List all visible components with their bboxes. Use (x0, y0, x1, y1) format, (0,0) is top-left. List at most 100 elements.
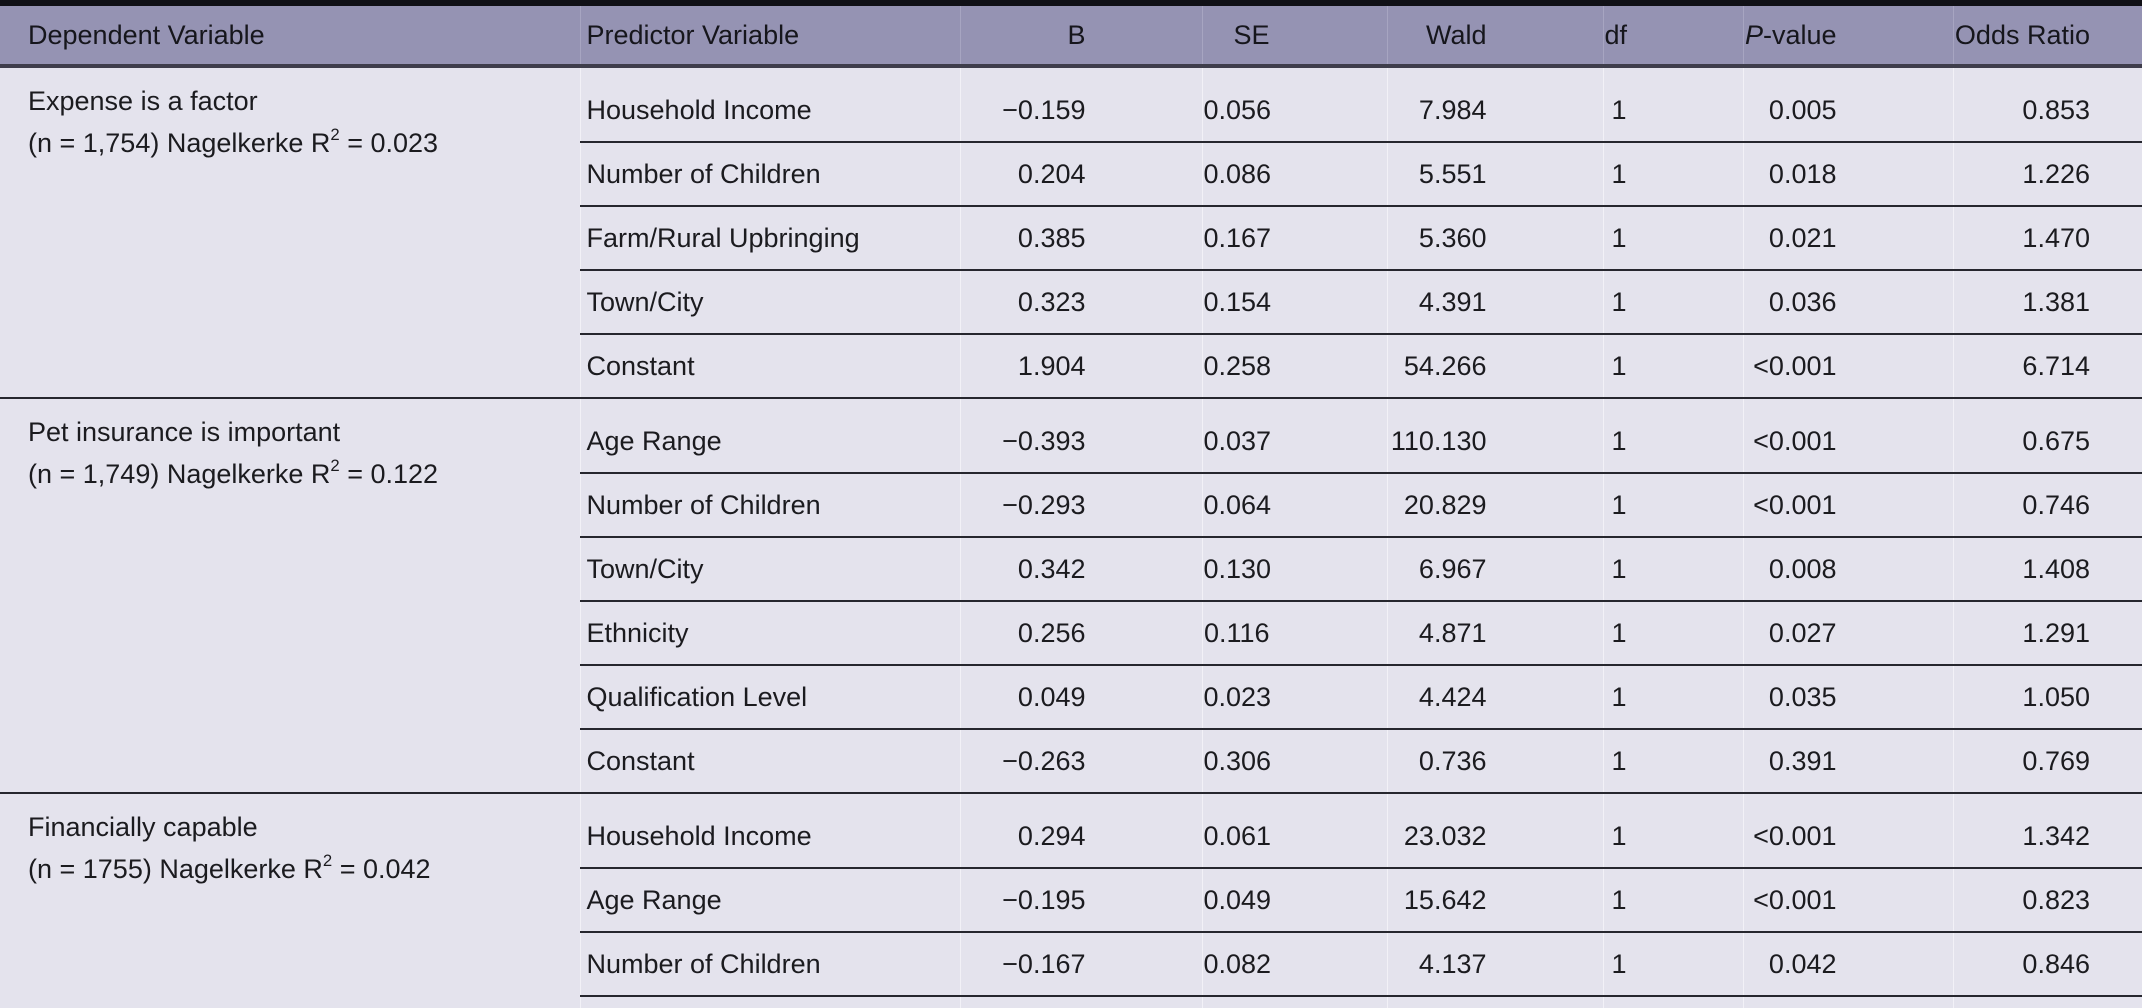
p-value-cell: 0.036 (1742, 270, 1953, 335)
se-cell: 0.130 (1201, 537, 1387, 602)
df-cell: 1 (1602, 996, 1743, 1008)
wald-cell: 4.424 (1386, 665, 1603, 730)
p-value-cell: 0.021 (1742, 206, 1953, 271)
se-cell: 0.272 (1201, 996, 1387, 1008)
table-row: Pet insurance is important (n = 1,749) Na… (0, 398, 2142, 794)
b-cell: 0.323 (959, 270, 1202, 335)
table-row: Financially capable (n = 1755) Nagelkerke… (0, 793, 2142, 1008)
b-cell: 1.822 (959, 996, 1202, 1008)
predictor-cell: Constant (579, 996, 960, 1008)
se-cell: 0.056 (1201, 66, 1387, 143)
wald-cell: 4.137 (1386, 932, 1603, 997)
b-cell: −0.195 (959, 868, 1202, 933)
column-header-se: SE (1201, 0, 1387, 68)
df-cell: 1 (1602, 66, 1743, 143)
predictor-cell: Household Income (579, 793, 960, 869)
odds-ratio-cell: 1.291 (1952, 601, 2142, 666)
se-cell: 0.306 (1201, 729, 1387, 794)
odds-ratio-cell: 1.470 (1952, 206, 2142, 271)
df-cell: 1 (1602, 334, 1743, 399)
predictor-cell: Ethnicity (579, 601, 960, 666)
df-cell: 1 (1602, 270, 1743, 335)
wald-cell: 6.967 (1386, 537, 1603, 602)
table-row: Constant −0.263 0.306 0.736 1 0.391 0.769 (0, 729, 2142, 794)
wald-cell: 4.871 (1386, 601, 1603, 666)
se-cell: 0.167 (1201, 206, 1387, 271)
predictor-cell: Town/City (579, 270, 960, 335)
odds-ratio-cell: 0.675 (1952, 398, 2142, 474)
table-row: Qualification Level 0.049 0.023 4.424 1 0.035… (0, 665, 2142, 730)
column-header-b: B (959, 0, 1202, 68)
wald-cell: 110.130 (1386, 398, 1603, 474)
table-header: Dependent Variable Predictor Variable B … (0, 0, 2142, 68)
predictor-cell: Town/City (579, 537, 960, 602)
df-cell: 1 (1602, 665, 1743, 730)
predictor-cell: Number of Children (579, 932, 960, 997)
p-italic: P (1744, 19, 1763, 50)
table-body: Expense is a factor (n = 1,754) Nagelkerk… (0, 66, 2142, 1008)
p-value-cell: 0.027 (1742, 601, 1953, 666)
predictor-cell: Farm/Rural Upbringing (579, 206, 960, 271)
b-cell: 0.385 (959, 206, 1202, 271)
wald-cell: 54.266 (1386, 334, 1603, 399)
table-row: Farm/Rural Upbringing 0.385 0.167 5.360 1 0.0… (0, 206, 2142, 271)
df-cell: 1 (1602, 868, 1743, 933)
column-header-wald: Wald (1386, 0, 1603, 68)
dependent-variable-cell: Pet insurance is important (n = 1,749) Na… (0, 398, 580, 794)
table-row: Number of Children 0.204 0.086 5.551 1 0.018 1… (0, 142, 2142, 207)
wald-cell: 0.736 (1386, 729, 1603, 794)
p-value-cell: <0.001 (1742, 996, 1953, 1008)
p-value-cell: 0.391 (1742, 729, 1953, 794)
se-cell: 0.082 (1201, 932, 1387, 997)
odds-ratio-cell: 1.050 (1952, 665, 2142, 730)
predictor-cell: Constant (579, 334, 960, 399)
odds-ratio-cell: 1.342 (1952, 793, 2142, 869)
odds-ratio-cell: 6.183 (1952, 996, 2142, 1008)
se-cell: 0.086 (1201, 142, 1387, 207)
odds-ratio-cell: 0.823 (1952, 868, 2142, 933)
wald-cell: 23.032 (1386, 793, 1603, 869)
b-cell: 0.049 (959, 665, 1202, 730)
p-value-cell: <0.001 (1742, 868, 1953, 933)
wald-cell: 5.551 (1386, 142, 1603, 207)
wald-cell: 7.984 (1386, 66, 1603, 143)
dependent-variable-name: Pet insurance is important (28, 417, 341, 447)
odds-ratio-cell: 0.746 (1952, 473, 2142, 538)
df-cell: 1 (1602, 729, 1743, 794)
se-cell: 0.061 (1201, 793, 1387, 869)
predictor-cell: Number of Children (579, 473, 960, 538)
b-cell: −0.159 (959, 66, 1202, 143)
column-header-predictor-variable: Predictor Variable (579, 0, 960, 68)
stats-text: (n = 1,749) Nagelkerke R (28, 459, 331, 489)
df-cell: 1 (1602, 601, 1743, 666)
odds-ratio-cell: 1.226 (1952, 142, 2142, 207)
p-value-cell: 0.008 (1742, 537, 1953, 602)
stats-value: = 0.023 (339, 128, 439, 158)
b-cell: 0.204 (959, 142, 1202, 207)
predictor-cell: Age Range (579, 398, 960, 474)
stats-value: = 0.042 (332, 854, 431, 884)
b-cell: 0.342 (959, 537, 1202, 602)
table-row: Expense is a factor (n = 1,754) Nagelkerk… (0, 66, 2142, 399)
r-squared-superscript: 2 (322, 851, 333, 870)
b-cell: 1.904 (959, 334, 1202, 399)
p-value-cell: 0.035 (1742, 665, 1953, 730)
table-row: Constant 1.904 0.258 54.266 1 <0.001 6.714 (0, 334, 2142, 399)
df-cell: 1 (1602, 793, 1743, 869)
df-cell: 1 (1602, 206, 1743, 271)
stats-text: (n = 1755) Nagelkerke R (28, 854, 323, 884)
odds-ratio-cell: 0.769 (1952, 729, 2142, 794)
b-cell: −0.293 (959, 473, 1202, 538)
table-row: Town/City 0.323 0.154 4.391 1 0.036 1.381 (0, 270, 2142, 335)
p-value-cell: <0.001 (1742, 334, 1953, 399)
se-cell: 0.154 (1201, 270, 1387, 335)
wald-cell: 5.360 (1386, 206, 1603, 271)
odds-ratio-cell: 0.853 (1952, 66, 2142, 143)
table-row: Ethnicity 0.256 0.116 4.871 1 0.027 1.291 (0, 601, 2142, 666)
b-cell: −0.167 (959, 932, 1202, 997)
b-cell: 0.294 (959, 793, 1202, 869)
b-cell: 0.256 (959, 601, 1202, 666)
